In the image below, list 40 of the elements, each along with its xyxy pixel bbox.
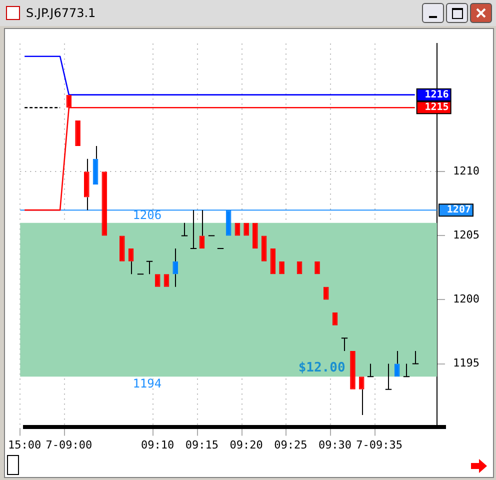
x-tick-label: 09:15 (185, 438, 219, 452)
x-tick-label: 15:00 (8, 438, 42, 452)
candlestick (102, 172, 108, 236)
candlestick (323, 286, 329, 300)
annotation: 1206 (132, 208, 162, 222)
candlestick (261, 236, 267, 262)
candlestick (164, 274, 170, 287)
annotation: 1194 (132, 376, 162, 391)
data-label: 1216 (424, 89, 449, 100)
x-tick-label: 09:25 (274, 438, 308, 452)
ref-line-label: 1207 (446, 204, 471, 216)
x-tick-label: 09:20 (230, 438, 263, 452)
candlestick (119, 236, 125, 262)
y-tick-label: 1200 (453, 292, 480, 306)
x-tick-label: 09:30 (318, 438, 352, 452)
y-tick-label: 1205 (453, 228, 480, 242)
candlestick (128, 248, 134, 275)
data-label: 1215 (424, 102, 449, 114)
x-tick-label: 09:10 (141, 438, 174, 452)
candlestick (279, 261, 284, 274)
candlestick (92, 146, 98, 184)
candlestick (332, 312, 338, 326)
y-tick-label: 1195 (453, 356, 480, 370)
band-label: $12.00 (298, 360, 346, 376)
candlestick (350, 350, 356, 390)
candlestick (172, 248, 178, 288)
candlestick (154, 274, 160, 287)
candlestick (358, 376, 364, 416)
candlestick (244, 222, 249, 236)
candlestick (252, 222, 258, 249)
x-tick-label: 7-09:00 (46, 438, 92, 452)
candlestick (270, 248, 276, 274)
candlestick (199, 210, 205, 249)
x-tick-label: 7-09:35 (356, 438, 403, 452)
candlestick (226, 210, 232, 236)
y-tick-label: 1210 (453, 164, 480, 178)
candlestick (314, 261, 320, 274)
candlestick (75, 120, 80, 146)
chart-title: S.JP.J6773.1 (26, 6, 96, 20)
candlestick (84, 158, 90, 211)
